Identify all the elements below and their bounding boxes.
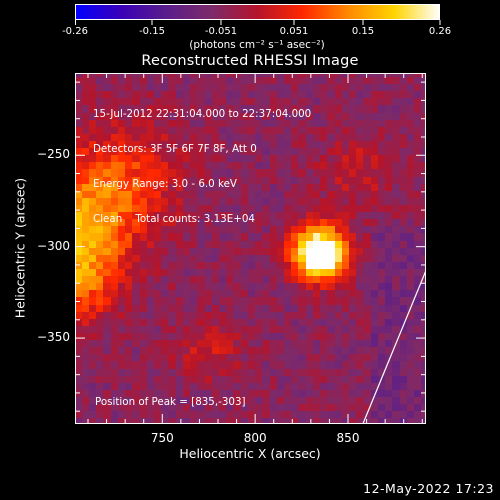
info-detectors: Detectors: 3F 5F 6F 7F 8F, Att 0	[93, 142, 257, 155]
footer-timestamp: 12-May-2022 17:23	[363, 481, 494, 496]
x-tick-label: 850	[336, 431, 360, 445]
observation-info: 15-Jul-2012 22:31:04.000 to 22:37:04.000…	[93, 86, 311, 248]
colorbar-units: (photons cm⁻² s⁻¹ asec⁻²)	[189, 39, 325, 51]
y-tick-label: −300	[37, 238, 70, 253]
colorbar-ticks	[75, 20, 441, 25]
plot-border	[75, 73, 426, 424]
colorbar-tick-label: 0.15	[351, 26, 375, 37]
colorbar-tick-label: -0.051	[204, 26, 238, 37]
colorbar-tick-label: 0.26	[428, 26, 452, 37]
x-axis-title: Heliocentric X (arcsec)	[179, 446, 321, 461]
y-tick-marks	[75, 81, 426, 412]
colorbar-tick-label: -0.26	[62, 26, 88, 37]
colorbar-gradient	[75, 4, 440, 20]
colorbar-tick-label: -0.15	[139, 26, 165, 37]
info-energy-range: Energy Range: 3.0 - 6.0 keV	[93, 177, 237, 190]
heatmap-canvas	[75, 73, 426, 424]
colorbar-tick-label: 0.051	[279, 26, 309, 37]
peak-position-label: Position of Peak = [835,-303]	[95, 396, 246, 408]
x-tick-label: 800	[243, 431, 267, 445]
y-tick-label: −350	[37, 330, 70, 345]
x-tick-marks	[87, 73, 423, 424]
info-time-range: 15-Jul-2012 22:31:04.000 to 22:37:04.000	[93, 108, 312, 121]
y-axis-title: Heliocentric Y (arcsec)	[12, 177, 28, 319]
info-total-counts: Clean Total counts: 3.13E+04	[93, 212, 255, 225]
plot-overlay	[75, 73, 426, 424]
x-tick-label: 750	[150, 431, 174, 445]
y-tick-label: −250	[37, 147, 70, 162]
colorbar	[75, 4, 440, 20]
plot-area: 15-Jul-2012 22:31:04.000 to 22:37:04.000…	[75, 73, 426, 424]
chart-title: Reconstructed RHESSI Image	[141, 53, 359, 69]
solar-limb-line	[362, 270, 426, 424]
